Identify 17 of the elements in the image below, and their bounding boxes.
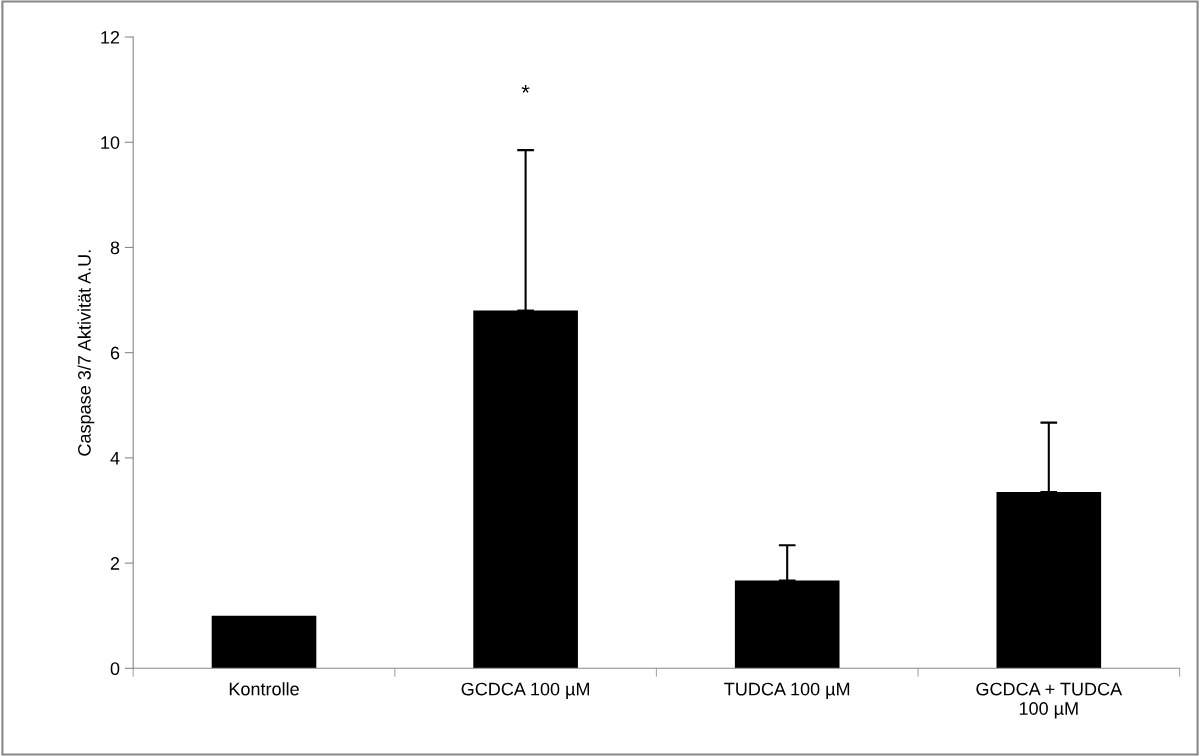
bar (996, 492, 1102, 669)
y-tick-label: 0 (110, 662, 120, 676)
x-tick-label: Kontrolle (229, 682, 299, 696)
y-axis-title: Caspase 3/7 Aktivität A.U. (77, 250, 95, 456)
y-tick-label: 4 (110, 452, 120, 465)
bar (734, 580, 840, 669)
y-tick-label: 12 (101, 30, 120, 44)
annotation: * (521, 85, 530, 93)
y-tick-label: 2 (110, 557, 120, 570)
y-tick-label: 6 (110, 346, 120, 360)
x-tick-label: TUDCA 100 µM (724, 682, 850, 700)
y-tick-label: 8 (110, 241, 120, 255)
bar (473, 310, 578, 669)
x-tick-label: GCDCA + TUDCA 100 µM (976, 682, 1123, 719)
x-tick-label: GCDCA 100 µM (461, 682, 590, 700)
bar (211, 615, 317, 669)
y-tick-label: 10 (101, 136, 120, 149)
